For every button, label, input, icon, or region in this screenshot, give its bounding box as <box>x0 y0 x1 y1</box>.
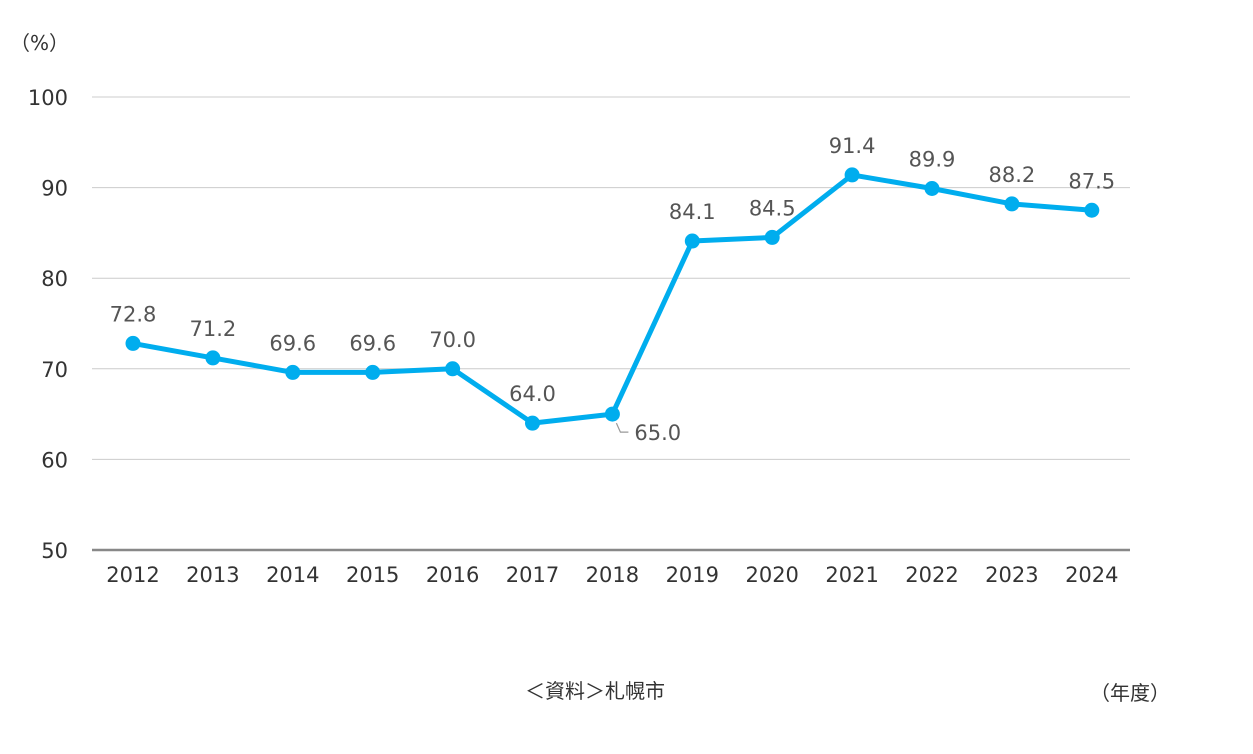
data-label: 64.0 <box>509 382 556 406</box>
data-point <box>1084 202 1100 218</box>
data-label: 84.5 <box>749 196 796 220</box>
x-tick-label: 2013 <box>186 563 239 587</box>
data-point <box>205 350 221 366</box>
data-label: 70.0 <box>429 328 476 352</box>
y-tick-label: 90 <box>41 177 68 201</box>
data-label: 69.6 <box>269 331 316 355</box>
y-tick-label: 70 <box>41 358 68 382</box>
data-point <box>125 335 141 351</box>
y-tick-label: 50 <box>41 539 68 563</box>
data-labels: 72.8 71.2 69.6 69.6 70.0 64.0 65.0 84.1 84.5 91.4… <box>110 134 1116 445</box>
data-point <box>1004 196 1020 212</box>
data-point <box>764 229 780 245</box>
x-tick-label: 2012 <box>106 563 159 587</box>
data-label: 69.6 <box>349 331 396 355</box>
x-tick-label: 2019 <box>666 563 719 587</box>
data-label: 87.5 <box>1068 169 1115 193</box>
data-label: 72.8 <box>110 302 157 326</box>
data-point <box>445 361 461 377</box>
x-tick-label: 2024 <box>1065 563 1118 587</box>
data-point <box>684 233 700 249</box>
x-tick-label: 2015 <box>346 563 399 587</box>
x-tick-label: 2014 <box>266 563 319 587</box>
x-tick-label: 2017 <box>506 563 559 587</box>
data-label-leader <box>615 422 629 433</box>
x-tick-label: 2018 <box>586 563 639 587</box>
y-tick-labels: 50 60 70 80 90 100 <box>28 86 68 563</box>
x-tick-label: 2021 <box>825 563 878 587</box>
x-tick-label: 2020 <box>745 563 798 587</box>
x-tick-labels: 2012 2013 2014 2015 2016 2017 2018 2019 2020 2021… <box>106 563 1118 587</box>
data-label: 88.2 <box>989 163 1036 187</box>
data-point <box>525 415 540 431</box>
data-label: 91.4 <box>829 134 876 158</box>
x-tick-label: 2016 <box>426 563 479 587</box>
data-label: 71.2 <box>190 317 237 341</box>
y-unit-label: （%） <box>10 31 69 55</box>
gridlines <box>92 96 1130 552</box>
data-point <box>604 406 620 422</box>
source-note: ＜資料＞札幌市 <box>525 679 665 703</box>
series-line <box>125 167 1100 431</box>
y-tick-label: 80 <box>41 267 68 291</box>
data-point <box>844 167 860 183</box>
x-tick-label: 2023 <box>985 563 1038 587</box>
data-label: 89.9 <box>909 148 956 172</box>
x-tick-label: 2022 <box>905 563 958 587</box>
y-tick-label: 60 <box>41 448 68 472</box>
series-line-path <box>130 172 1095 426</box>
data-point <box>365 364 381 380</box>
data-label: 65.0 <box>634 421 681 445</box>
x-unit-label: （年度） <box>1090 681 1170 705</box>
y-tick-label: 100 <box>28 86 68 110</box>
data-label: 84.1 <box>669 200 716 224</box>
data-point <box>285 364 301 380</box>
data-point <box>924 181 940 197</box>
